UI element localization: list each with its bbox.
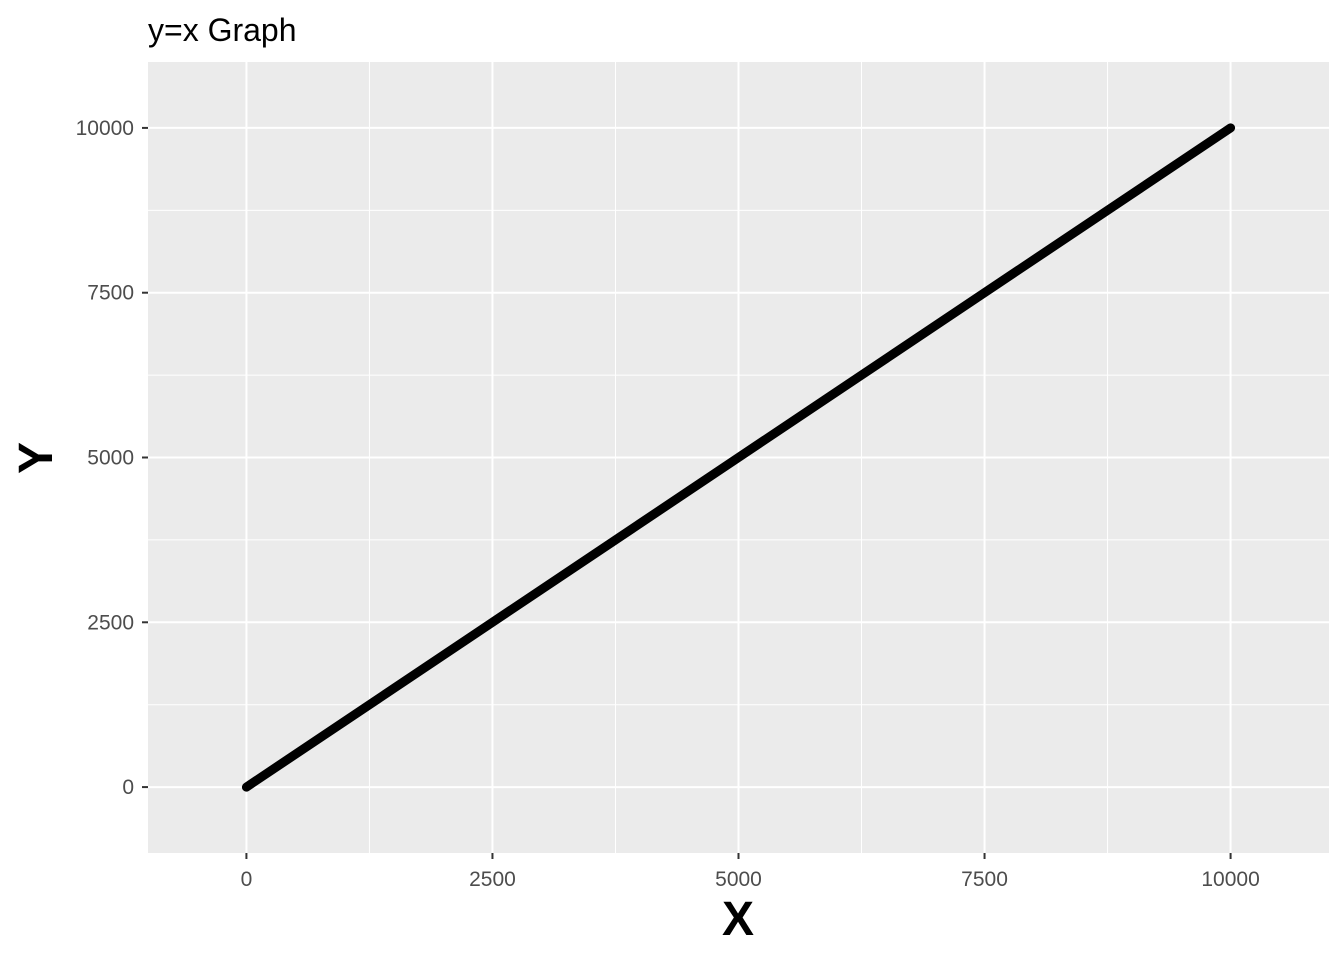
x-axis-title: X xyxy=(722,893,754,946)
y-tick-label: 10000 xyxy=(76,117,134,140)
y-tick-label: 0 xyxy=(122,776,134,799)
x-tick-label: 7500 xyxy=(961,868,1008,891)
chart-title: y=x Graph xyxy=(148,12,297,48)
y-axis-title: Y xyxy=(10,442,63,474)
series-layer xyxy=(241,123,1236,792)
y-axis-ticks: 0 2500 5000 7500 10000 xyxy=(76,117,148,799)
series-line xyxy=(241,123,1236,792)
x-tick-label: 0 xyxy=(241,868,253,891)
y-tick-label: 7500 xyxy=(87,282,134,305)
x-tick-label: 5000 xyxy=(715,868,762,891)
y-tick-label: 5000 xyxy=(87,447,134,470)
x-tick-label: 10000 xyxy=(1201,868,1259,891)
y-tick-label: 2500 xyxy=(87,611,134,634)
x-tick-label: 2500 xyxy=(469,868,516,891)
x-axis-ticks: 0 2500 5000 7500 10000 xyxy=(241,853,1260,891)
